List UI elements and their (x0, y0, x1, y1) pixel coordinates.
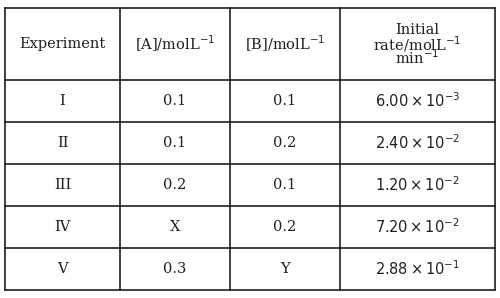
Text: min$^{-1}$: min$^{-1}$ (396, 49, 440, 67)
Text: 0.1: 0.1 (164, 136, 186, 150)
Text: $2.40 \times 10^{-2}$: $2.40 \times 10^{-2}$ (375, 134, 460, 152)
Text: 0.1: 0.1 (274, 178, 296, 192)
Text: III: III (54, 178, 71, 192)
Text: 0.1: 0.1 (274, 94, 296, 108)
Text: [A]/molL$^{-1}$: [A]/molL$^{-1}$ (135, 34, 215, 54)
Text: I: I (60, 94, 66, 108)
Text: $7.20 \times 10^{-2}$: $7.20 \times 10^{-2}$ (375, 218, 460, 236)
Text: $2.88 \times 10^{-1}$: $2.88 \times 10^{-1}$ (375, 260, 460, 278)
Text: IV: IV (54, 220, 70, 234)
Text: [B]/molL$^{-1}$: [B]/molL$^{-1}$ (245, 34, 325, 54)
Text: 0.1: 0.1 (164, 94, 186, 108)
Text: Y: Y (280, 262, 290, 276)
Text: Initial: Initial (396, 23, 440, 37)
Text: 0.2: 0.2 (274, 136, 296, 150)
Text: X: X (170, 220, 180, 234)
Text: II: II (57, 136, 68, 150)
Text: 0.2: 0.2 (164, 178, 186, 192)
Text: 0.3: 0.3 (164, 262, 186, 276)
Text: rate/molL$^{-1}$: rate/molL$^{-1}$ (374, 34, 462, 54)
Text: V: V (57, 262, 68, 276)
Text: 0.2: 0.2 (274, 220, 296, 234)
Text: $1.20 \times 10^{-2}$: $1.20 \times 10^{-2}$ (375, 176, 460, 194)
Text: $6.00 \times 10^{-3}$: $6.00 \times 10^{-3}$ (375, 92, 460, 110)
Text: Experiment: Experiment (20, 37, 106, 51)
